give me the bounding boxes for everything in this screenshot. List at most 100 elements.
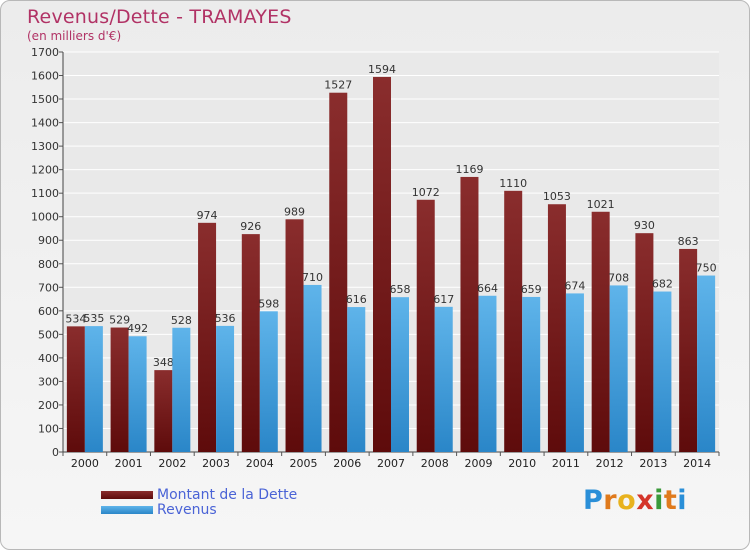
- data-label-revenus: 664: [477, 282, 498, 295]
- y-tick-label: 0: [52, 446, 59, 459]
- data-label-dette: 1072: [412, 186, 440, 199]
- data-label-dette: 1021: [587, 198, 615, 211]
- legend-label-dette: Montant de la Dette: [157, 486, 298, 503]
- logo-letter: x: [636, 485, 655, 516]
- bar-revenus: [565, 293, 584, 452]
- bar-dette: [635, 233, 654, 452]
- bar-dette: [373, 76, 391, 453]
- data-label-dette: 348: [153, 356, 174, 369]
- x-tick-label: 2011: [552, 457, 580, 470]
- data-label-dette: 1169: [455, 163, 483, 176]
- data-label-revenus: 658: [390, 283, 411, 296]
- y-tick-label: 300: [38, 375, 59, 388]
- y-tick-label: 200: [38, 399, 59, 412]
- bar-revenus: [216, 325, 235, 452]
- y-tick-label: 1100: [31, 187, 59, 200]
- bar-revenus: [522, 296, 541, 452]
- data-label-revenus: 708: [608, 271, 629, 284]
- bar-dette: [547, 204, 566, 452]
- data-label-revenus: 536: [215, 312, 236, 325]
- logo-letter: t: [663, 485, 678, 516]
- legend-swatch-revenus: [101, 505, 153, 514]
- data-label-revenus: 674: [564, 279, 585, 292]
- data-label-dette: 529: [109, 314, 130, 327]
- x-tick-label: 2002: [158, 457, 186, 470]
- x-tick-label: 2013: [639, 457, 667, 470]
- x-tick-label: 2004: [246, 457, 274, 470]
- x-tick-label: 2009: [464, 457, 492, 470]
- y-tick-label: 1200: [31, 164, 59, 177]
- legend-item-revenus: Revenus: [101, 501, 297, 518]
- bar-dette: [591, 211, 610, 452]
- logo-letter: i: [654, 485, 664, 516]
- legend-swatch-dette: [101, 490, 153, 499]
- logo-letter: o: [617, 485, 637, 516]
- y-tick-label: 500: [38, 328, 59, 341]
- bar-dette: [329, 92, 348, 453]
- logo-letter: P: [583, 485, 604, 516]
- y-tick-label: 1400: [31, 117, 59, 130]
- y-tick-label: 1000: [31, 211, 59, 224]
- bar-revenus: [391, 297, 409, 452]
- bar-dette: [416, 199, 435, 452]
- data-label-revenus: 750: [696, 262, 717, 275]
- chart-title: Revenus/Dette - TRAMAYES: [27, 6, 292, 28]
- data-label-dette: 926: [240, 220, 261, 233]
- bar-revenus: [84, 326, 103, 452]
- bar-revenus: [172, 327, 191, 452]
- bar-revenus: [259, 311, 278, 452]
- legend: Montant de la Dette Revenus: [101, 486, 298, 518]
- data-label-revenus: 617: [433, 293, 454, 306]
- data-label-revenus: 682: [652, 278, 673, 291]
- data-label-dette: 974: [197, 209, 218, 222]
- bar-dette: [241, 234, 260, 452]
- logo-letter: i: [677, 485, 688, 516]
- proxiti-logo: Proxiti: [583, 485, 687, 516]
- x-tick-label: 2001: [115, 457, 143, 470]
- bar-revenus: [347, 307, 366, 452]
- bar-revenus: [434, 306, 453, 452]
- y-tick-label: 100: [38, 422, 59, 435]
- data-label-dette: 1110: [499, 177, 527, 190]
- bar-dette: [198, 222, 217, 452]
- data-label-revenus: 616: [346, 293, 367, 306]
- y-tick-label: 1300: [31, 140, 59, 153]
- data-label-revenus: 535: [83, 312, 104, 325]
- x-tick-label: 2003: [202, 457, 230, 470]
- data-label-revenus: 710: [302, 271, 323, 284]
- y-tick-label: 900: [38, 234, 59, 247]
- data-label-dette: 863: [678, 235, 699, 248]
- y-tick-label: 1700: [31, 46, 59, 59]
- bar-dette: [154, 370, 173, 452]
- bar-dette: [504, 190, 523, 452]
- bar-revenus: [697, 275, 716, 452]
- bar-dette: [460, 176, 479, 453]
- bar-revenus: [653, 291, 672, 452]
- bar-dette: [66, 326, 85, 452]
- bar-dette: [285, 219, 304, 452]
- x-tick-label: 2012: [596, 457, 624, 470]
- legend-label-revenus: Revenus: [157, 501, 217, 518]
- legend-item-dette: Montant de la Dette: [101, 486, 298, 503]
- bar-revenus: [478, 295, 497, 452]
- x-tick-label: 2007: [377, 457, 405, 470]
- y-tick-label: 1500: [31, 93, 59, 106]
- data-label-revenus: 598: [258, 297, 279, 310]
- x-tick-label: 2014: [683, 457, 711, 470]
- data-label-dette: 1053: [543, 190, 571, 203]
- y-tick-label: 600: [38, 305, 59, 318]
- y-tick-label: 400: [38, 352, 59, 365]
- data-label-dette: 1527: [324, 79, 352, 92]
- bar-revenus: [609, 285, 628, 452]
- data-label-revenus: 659: [521, 283, 542, 296]
- data-label-dette: 534: [65, 312, 86, 325]
- x-tick-label: 2008: [421, 457, 449, 470]
- bar-dette: [679, 248, 698, 452]
- data-label-dette: 1594: [368, 63, 396, 76]
- x-tick-label: 2006: [333, 457, 361, 470]
- y-tick-label: 1600: [31, 70, 59, 83]
- y-tick-label: 700: [38, 281, 59, 294]
- bar-revenus: [128, 336, 147, 452]
